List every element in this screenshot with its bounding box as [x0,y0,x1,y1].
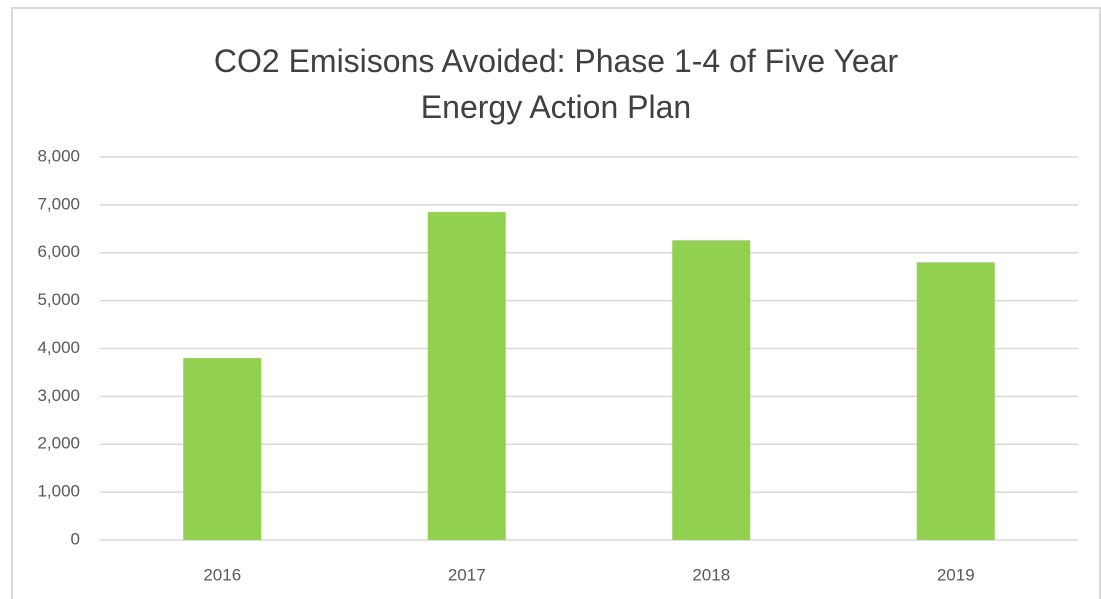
y-tick-label: 6,000 [37,242,80,261]
y-tick-label: 5,000 [37,290,80,309]
x-tick-label: 2019 [937,565,975,584]
x-tick-label: 2018 [692,565,730,584]
y-tick-label: 0 [71,529,80,548]
y-tick-label: 1,000 [37,482,80,501]
y-tick-label: 4,000 [37,338,80,357]
bar [427,212,506,540]
bar [672,240,751,541]
bar [916,262,995,540]
y-tick-label: 2,000 [37,434,80,453]
chart-title: CO2 Emisisons Avoided: Phase 1-4 of Five… [213,43,899,125]
x-tick-label: 2016 [203,565,241,584]
y-tick-label: 7,000 [37,194,80,213]
y-tick-label: 3,000 [37,386,80,405]
y-tick-label: 8,000 [37,146,80,165]
x-tick-label: 2017 [448,565,486,584]
bar [183,358,262,540]
